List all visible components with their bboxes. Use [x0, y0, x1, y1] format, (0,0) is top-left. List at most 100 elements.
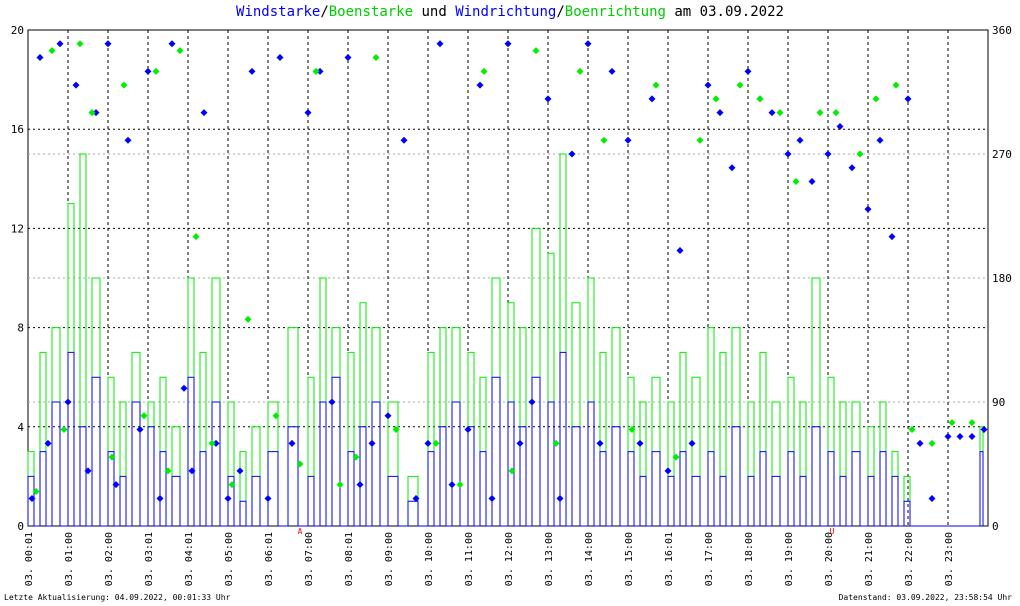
point-windrichtung: [704, 81, 712, 89]
point-boenrichtung: [480, 67, 488, 75]
point-windrichtung: [556, 494, 564, 502]
right-tick-label: 270: [992, 148, 1012, 161]
point-windrichtung: [264, 494, 272, 502]
point-windrichtung: [28, 494, 36, 502]
point-windrichtung: [400, 136, 408, 144]
point-boenrichtung: [576, 67, 584, 75]
point-windrichtung: [236, 467, 244, 475]
point-boenrichtung: [336, 481, 344, 489]
point-boenrichtung: [696, 136, 704, 144]
point-boenrichtung: [792, 178, 800, 186]
point-windrichtung: [168, 40, 176, 48]
point-boenrichtung: [372, 54, 380, 62]
point-boenrichtung: [352, 453, 360, 461]
series-boenstarke: [27, 153, 984, 527]
right-tick-label: 360: [992, 24, 1012, 37]
point-boenrichtung: [272, 412, 280, 420]
x-tick-label: 03. 07:00: [304, 532, 315, 586]
point-boenrichtung: [508, 467, 516, 475]
point-windrichtung: [864, 205, 872, 213]
point-windrichtung: [64, 398, 72, 406]
point-windrichtung: [544, 95, 552, 103]
x-tick-label: 03. 06:01: [264, 532, 275, 586]
point-boenrichtung: [832, 109, 840, 117]
x-tick-label: 03. 09:00: [384, 532, 395, 586]
point-windrichtung: [248, 67, 256, 75]
point-windrichtung: [84, 467, 92, 475]
point-windrichtung: [288, 439, 296, 447]
x-tick-label: 03. 19:00: [784, 532, 795, 586]
left-tick-label: 12: [11, 222, 24, 235]
right-tick-label: 90: [992, 396, 1005, 409]
point-windrichtung: [584, 40, 592, 48]
left-tick-label: 0: [17, 520, 24, 533]
x-tick-label: 03. 22:00: [904, 532, 915, 586]
point-windrichtung: [980, 426, 988, 434]
point-windrichtung: [136, 426, 144, 434]
point-boenrichtung: [816, 109, 824, 117]
point-windrichtung: [180, 384, 188, 392]
point-windrichtung: [528, 398, 536, 406]
title-windstarke: Windstarke: [236, 4, 321, 20]
point-windrichtung: [384, 412, 392, 420]
point-boenrichtung: [244, 315, 252, 323]
x-tick-label: 03. 14:00: [584, 532, 595, 586]
title-sep1: /: [320, 4, 329, 20]
wind-layer: [27, 351, 984, 527]
point-boenrichtung: [296, 460, 304, 468]
point-windrichtung: [124, 136, 132, 144]
point-boenrichtung: [312, 67, 320, 75]
right-tick-label: 0: [992, 520, 999, 533]
title-sep2: /: [556, 4, 565, 20]
point-windrichtung: [224, 494, 232, 502]
title-date: am 03.09.2022: [665, 4, 784, 20]
x-tick-label: 03. 20:00: [824, 532, 835, 586]
footer-data-state: Datenstand: 03.09.2022, 23:58:54 Uhr: [838, 593, 1012, 602]
point-boenrichtung: [652, 81, 660, 89]
point-boenrichtung: [672, 453, 680, 461]
point-windrichtung: [808, 178, 816, 186]
point-boenrichtung: [628, 426, 636, 434]
point-boenrichtung: [892, 81, 900, 89]
point-boenrichtung: [208, 439, 216, 447]
point-windrichtung: [768, 109, 776, 117]
point-windrichtung: [876, 136, 884, 144]
point-boenrichtung: [176, 47, 184, 55]
chart-title: Windstarke/Boenstarke und Windrichtung/B…: [0, 4, 1020, 20]
point-windrichtung: [112, 481, 120, 489]
point-boenrichtung: [152, 67, 160, 75]
point-windrichtung: [928, 494, 936, 502]
point-windrichtung: [824, 150, 832, 158]
title-boenstarke: Boenstarke: [328, 4, 414, 20]
marker-u: U: [830, 527, 835, 536]
point-boenrichtung: [88, 109, 96, 117]
marker-a: A: [298, 527, 303, 536]
series-windstarke: [27, 351, 984, 527]
point-boenrichtung: [32, 488, 40, 496]
point-boenrichtung: [968, 419, 976, 427]
point-boenrichtung: [108, 453, 116, 461]
direction-layer: [28, 40, 988, 502]
point-boenrichtung: [432, 439, 440, 447]
point-boenrichtung: [756, 95, 764, 103]
point-boenrichtung: [48, 47, 56, 55]
point-windrichtung: [916, 439, 924, 447]
x-tick-label: 03. 23:00: [944, 532, 955, 586]
point-windrichtung: [688, 439, 696, 447]
point-windrichtung: [328, 398, 336, 406]
x-tick-label: 03. 05:00: [224, 532, 235, 586]
point-windrichtung: [424, 439, 432, 447]
point-windrichtung: [356, 481, 364, 489]
point-windrichtung: [36, 54, 44, 62]
point-windrichtung: [212, 439, 220, 447]
point-windrichtung: [188, 467, 196, 475]
point-boenrichtung: [76, 40, 84, 48]
point-windrichtung: [56, 40, 64, 48]
point-boenrichtung: [60, 426, 68, 434]
point-windrichtung: [412, 494, 420, 502]
point-boenrichtung: [552, 439, 560, 447]
point-windrichtung: [744, 67, 752, 75]
x-tick-label: 03. 01:00: [64, 532, 75, 586]
point-windrichtung: [304, 109, 312, 117]
